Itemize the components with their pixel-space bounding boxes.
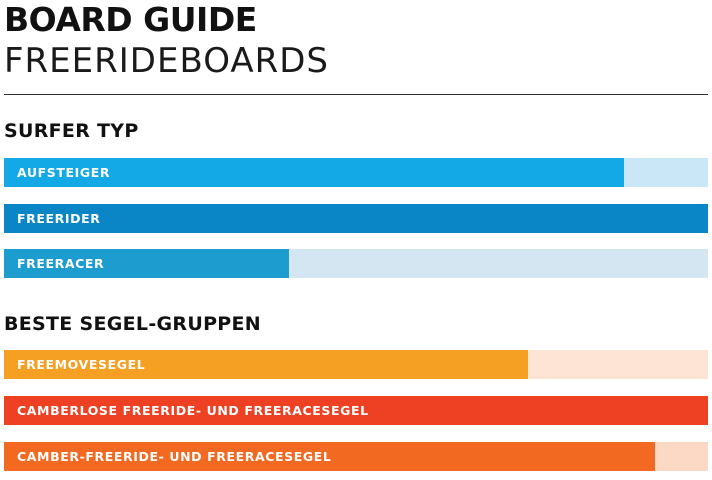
page-subtitle: FREERIDEBOARDS [4,41,329,81]
bar [4,442,655,471]
page-title: BOARD GUIDE [4,0,257,39]
bar-row: AUFSTEIGER [4,158,708,187]
bar [4,158,624,187]
surfer-type-title: SURFER TYP [4,120,139,142]
bar-row: CAMBERLOSE FREERIDE- UND FREERACESEGEL [4,396,708,425]
bar-label: FREERIDER [17,210,101,226]
bar [4,350,528,379]
bar-row: FREEMOVESEGEL [4,350,708,379]
bar [4,203,708,233]
header-divider [4,94,708,95]
bar-label: FREERACER [17,256,105,271]
bar-label: AUFSTEIGER [17,165,111,180]
bar [4,396,708,425]
bar-label: FREEMOVESEGEL [17,357,146,372]
sail-group-title: BESTE SEGEL-GRUPPEN [4,313,262,335]
bar-label: CAMBERLOSE FREERIDE- UND FREERACESEGEL [17,403,369,418]
bar [4,249,289,278]
bar-label: CAMBER-FREERIDE- UND FREERACESEGEL [17,449,332,464]
bar-row: CAMBER-FREERIDE- UND FREERACESEGEL [4,442,708,471]
bar-row: FREERACER [4,249,708,278]
bar-row: FREERIDER [4,203,708,233]
